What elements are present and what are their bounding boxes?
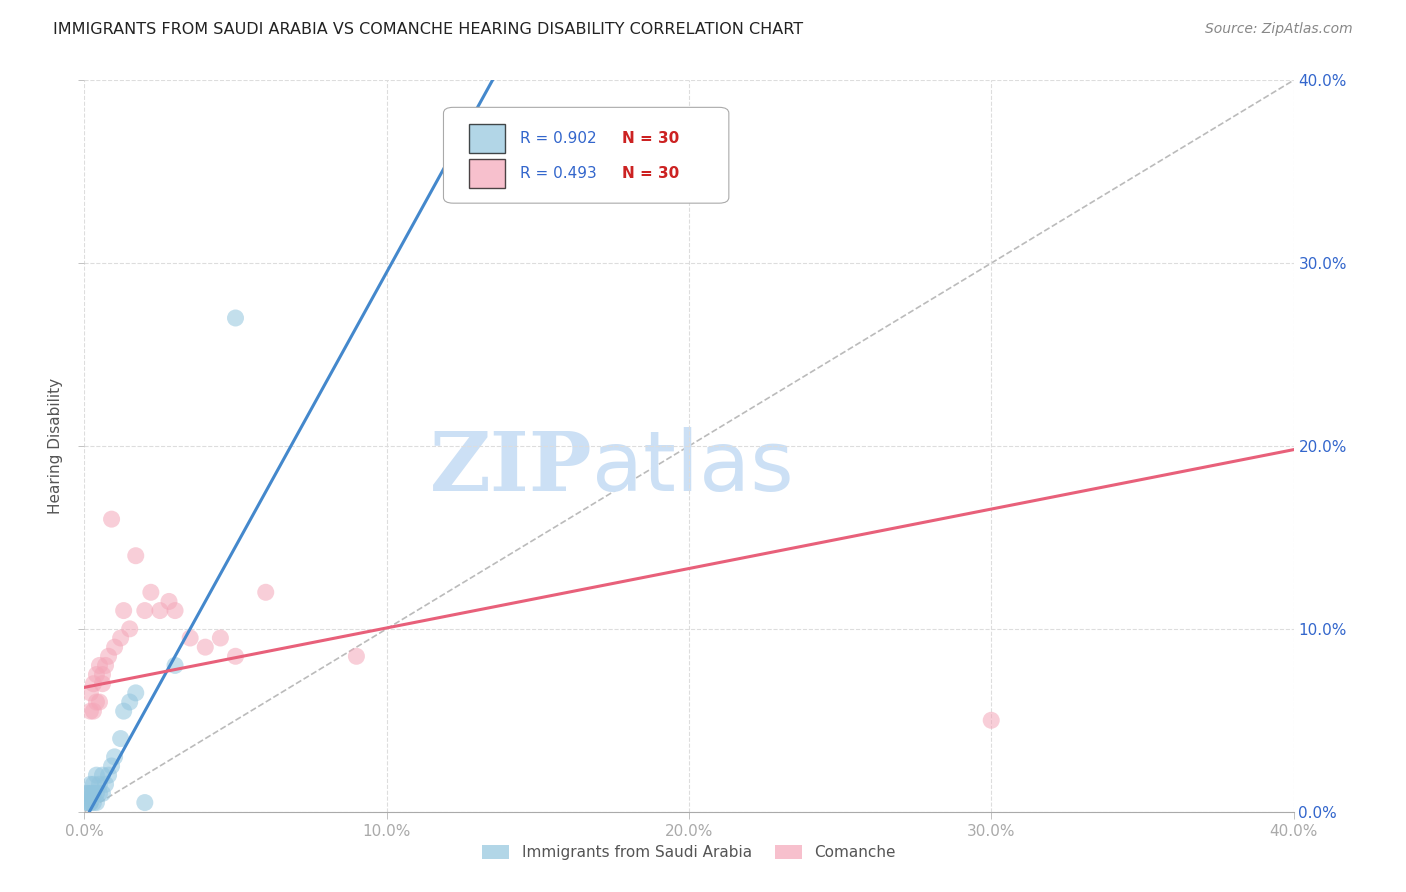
Point [94, 658, 117, 673]
Point [157, 594, 180, 608]
Point [110, 631, 132, 645]
Point [118, 695, 141, 709]
Point [79, 796, 101, 810]
Point [97, 768, 120, 782]
Point [79, 777, 101, 791]
Text: atlas: atlas [592, 427, 794, 508]
Text: R = 0.902: R = 0.902 [520, 131, 596, 146]
Point [225, 649, 247, 664]
FancyBboxPatch shape [443, 107, 728, 203]
Point [82, 777, 104, 791]
Point [82, 676, 104, 690]
Point [86, 796, 108, 810]
Point [82, 796, 104, 810]
Text: Source: ZipAtlas.com: Source: ZipAtlas.com [1205, 22, 1353, 37]
Text: N = 30: N = 30 [623, 166, 679, 181]
Point [89, 777, 111, 791]
Point [254, 585, 277, 599]
Point [110, 731, 132, 746]
Point [134, 603, 156, 617]
Point [89, 658, 111, 673]
Point [97, 649, 120, 664]
Point [112, 704, 135, 718]
Y-axis label: Hearing Disability: Hearing Disability [48, 378, 63, 514]
Point [82, 787, 104, 801]
Point [165, 658, 187, 673]
FancyBboxPatch shape [468, 124, 505, 153]
Point [112, 603, 135, 617]
Point [980, 714, 1002, 728]
Point [86, 667, 108, 681]
Point [94, 777, 117, 791]
Point [91, 787, 114, 801]
Point [76, 787, 98, 801]
Point [139, 585, 162, 599]
Point [79, 796, 101, 810]
Point [89, 695, 111, 709]
Point [86, 695, 108, 709]
Text: ZIP: ZIP [430, 428, 592, 508]
Point [82, 704, 104, 718]
Point [134, 796, 156, 810]
Point [165, 603, 187, 617]
Point [194, 640, 217, 655]
Point [225, 310, 247, 325]
Point [346, 649, 368, 664]
Point [91, 768, 114, 782]
Point [79, 704, 101, 718]
Point [104, 640, 127, 655]
Text: N = 30: N = 30 [623, 131, 679, 146]
FancyBboxPatch shape [468, 159, 505, 188]
Point [125, 686, 148, 700]
Point [179, 631, 201, 645]
Point [86, 787, 108, 801]
Point [100, 512, 122, 526]
Point [118, 622, 141, 636]
Point [89, 787, 111, 801]
Point [86, 768, 108, 782]
Point [209, 631, 232, 645]
Point [76, 796, 98, 810]
Point [76, 787, 98, 801]
Legend: Immigrants from Saudi Arabia, Comanche: Immigrants from Saudi Arabia, Comanche [475, 839, 903, 866]
Point [100, 759, 122, 773]
Point [104, 749, 127, 764]
Text: IMMIGRANTS FROM SAUDI ARABIA VS COMANCHE HEARING DISABILITY CORRELATION CHART: IMMIGRANTS FROM SAUDI ARABIA VS COMANCHE… [53, 22, 804, 37]
Point [76, 796, 98, 810]
Point [149, 603, 172, 617]
Point [79, 787, 101, 801]
Point [82, 787, 104, 801]
Point [91, 667, 114, 681]
Point [125, 549, 148, 563]
Text: R = 0.493: R = 0.493 [520, 166, 596, 181]
Point [79, 686, 101, 700]
Point [91, 676, 114, 690]
